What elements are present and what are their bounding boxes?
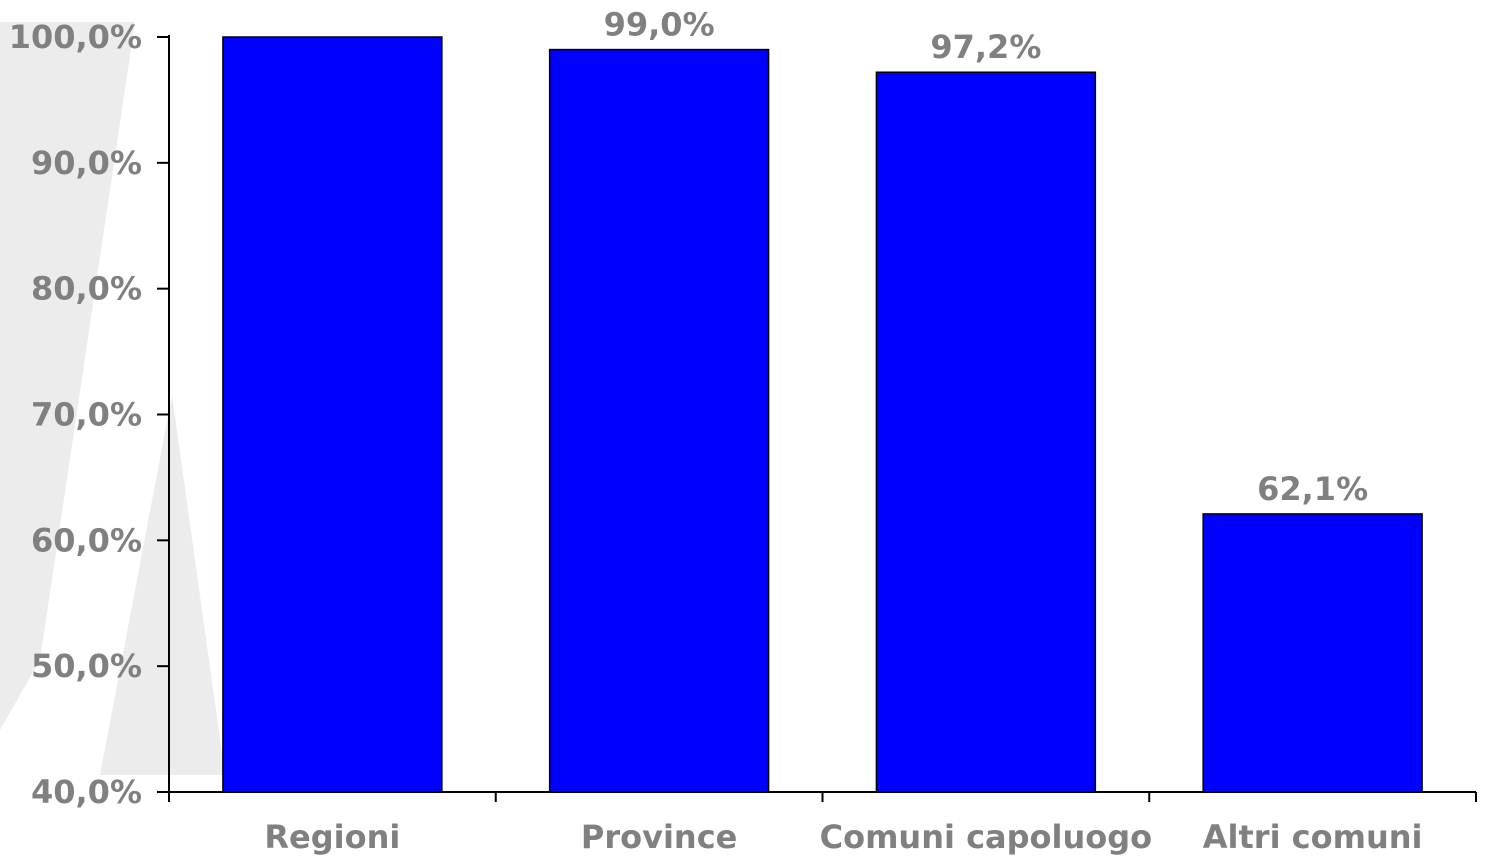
data-label: 62,1% (1257, 470, 1368, 508)
y-tick-label: 80,0% (31, 270, 142, 308)
x-tick-label: Province (581, 818, 738, 856)
background-decoration (0, 22, 135, 730)
y-tick-label: 60,0% (31, 521, 142, 559)
bar-regioni (222, 36, 443, 793)
data-label: 99,0% (604, 6, 715, 44)
background-decoration-lower (100, 395, 225, 775)
y-tick-label: 50,0% (31, 647, 142, 685)
y-tick-label: 90,0% (31, 144, 142, 182)
y-tick-label: 40,0% (31, 773, 142, 811)
data-label: 97,2% (930, 28, 1041, 66)
x-tick-label: Altri comuni (1203, 818, 1423, 856)
bar-province (548, 48, 770, 793)
x-tick-label: Regioni (264, 818, 400, 856)
bar-altri-comuni (1202, 513, 1423, 793)
x-tick-label: Comuni capoluogo (820, 818, 1153, 856)
y-tick-label: 100,0% (9, 18, 142, 56)
y-tick-label: 70,0% (31, 396, 142, 434)
bar-comuni-capoluogo (875, 71, 1097, 793)
